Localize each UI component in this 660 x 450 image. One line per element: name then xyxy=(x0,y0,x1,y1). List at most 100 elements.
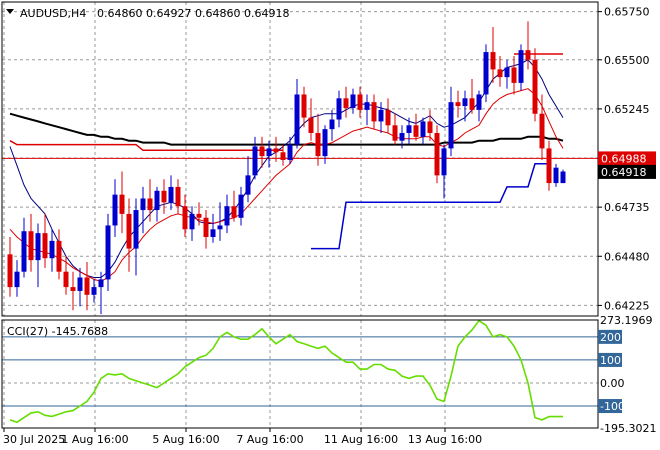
donchian-blue-line xyxy=(311,163,549,250)
candle-body xyxy=(217,225,223,230)
time-tick-label: 30 Jul 2025 xyxy=(3,433,65,446)
candle-body xyxy=(182,206,188,230)
candle-body xyxy=(490,52,496,70)
candle-body xyxy=(336,98,342,120)
candle-body xyxy=(511,67,517,83)
ohlc-values: 0.64860 0.64927 0.64860 0.64918 xyxy=(97,7,289,20)
candle-body xyxy=(287,144,293,160)
price-tick-label: 0.65750 xyxy=(604,6,650,19)
price-tick-label: 0.64735 xyxy=(604,201,650,214)
cci-tick-label: 0.00 xyxy=(600,377,625,390)
candle-body xyxy=(42,233,48,259)
candle-body xyxy=(14,271,20,288)
cci-level-tag xyxy=(598,352,622,367)
candle-body xyxy=(560,171,566,184)
time-tick-label: 1 Aug 16:00 xyxy=(61,433,128,446)
last-price-tag-label: 0.64918 xyxy=(601,166,647,179)
time-tick-label: 11 Aug 16:00 xyxy=(324,433,398,446)
price-tick-label: 0.65245 xyxy=(604,103,650,116)
candle-body xyxy=(399,132,405,141)
candle-body xyxy=(210,229,216,238)
candle-body xyxy=(497,69,503,78)
candle-body xyxy=(63,271,69,288)
candle-body xyxy=(357,94,363,110)
price-axis: 0.657500.655000.652450.649900.647350.644… xyxy=(598,6,656,312)
candle-body xyxy=(119,194,125,214)
candle-body xyxy=(462,98,468,107)
candle-body xyxy=(504,67,510,78)
ma-black-line xyxy=(9,112,564,146)
price-tick-label: 0.64480 xyxy=(604,250,650,263)
candle-body xyxy=(427,121,433,133)
candle-body xyxy=(308,117,314,133)
candle-body xyxy=(77,277,83,291)
symbol-label: AUDUSD,H4 xyxy=(20,7,86,20)
candle-body xyxy=(245,175,251,195)
cci-tick-label: -100 xyxy=(600,400,625,413)
candle-body xyxy=(112,194,118,226)
last-price-tag xyxy=(598,164,656,179)
symbol-dropdown-icon[interactable] xyxy=(6,9,14,14)
candle-body xyxy=(350,94,356,108)
candle-body xyxy=(532,59,538,114)
cci-level-tag xyxy=(598,329,622,344)
candle-body xyxy=(91,287,97,295)
cci-title: CCI(27) -145.7688 xyxy=(7,325,108,338)
cci-plot xyxy=(9,319,563,424)
candle-body xyxy=(259,146,265,157)
candle-body xyxy=(546,148,552,184)
candle-body xyxy=(126,213,132,249)
candle-body xyxy=(525,50,531,60)
candle-body xyxy=(70,287,76,291)
candle-body xyxy=(133,210,139,249)
candlesticks xyxy=(7,21,566,315)
candle-body xyxy=(161,190,167,203)
candle-body xyxy=(231,206,237,218)
candle-body xyxy=(539,113,545,149)
candle-body xyxy=(364,102,370,110)
candle-body xyxy=(252,146,258,176)
candle-body xyxy=(7,254,13,288)
price-tick-label: 0.64225 xyxy=(604,299,650,312)
cci-gridlines xyxy=(2,336,598,407)
cci-tick-label: 273.1969 xyxy=(600,314,653,327)
candle-body xyxy=(28,231,34,261)
candle-body xyxy=(553,167,559,184)
cci-line xyxy=(9,319,563,424)
cci-plot-border xyxy=(1,319,599,429)
candle-body xyxy=(476,94,482,110)
time-tick-label: 13 Aug 16:00 xyxy=(408,433,482,446)
candle-body xyxy=(280,152,286,160)
candle-body xyxy=(140,198,146,211)
candle-body xyxy=(455,102,461,107)
candle-body xyxy=(84,277,90,295)
time-tick-label: 7 Aug 16:00 xyxy=(236,433,303,446)
candle-body xyxy=(441,148,447,176)
candle-body xyxy=(105,225,111,280)
cci-axis: 273.1969 200 100 0.00 -100 -195.3021 xyxy=(598,314,656,435)
candle-body xyxy=(238,194,244,218)
candle-body xyxy=(294,94,300,145)
price-tick-label: 0.65500 xyxy=(604,54,650,67)
candle-body xyxy=(224,206,230,226)
cci-level-tag xyxy=(598,399,622,414)
ma-navy-line xyxy=(9,59,564,278)
candle-body xyxy=(469,98,475,110)
candle-body xyxy=(147,198,153,211)
candle-body xyxy=(413,125,419,137)
candle-body xyxy=(329,119,335,130)
candle-body xyxy=(343,98,349,108)
candle-body xyxy=(385,109,391,126)
candle-body xyxy=(518,50,524,83)
cci-tick-label: 100 xyxy=(600,354,621,367)
candle-body xyxy=(175,186,181,207)
candle-body xyxy=(196,213,202,218)
candle-body xyxy=(483,52,489,95)
candle-body xyxy=(203,217,209,238)
candle-body xyxy=(392,125,398,141)
candle-body xyxy=(420,121,426,137)
cci-tick-label: -195.3021 xyxy=(600,422,656,435)
candle-body xyxy=(21,231,27,272)
